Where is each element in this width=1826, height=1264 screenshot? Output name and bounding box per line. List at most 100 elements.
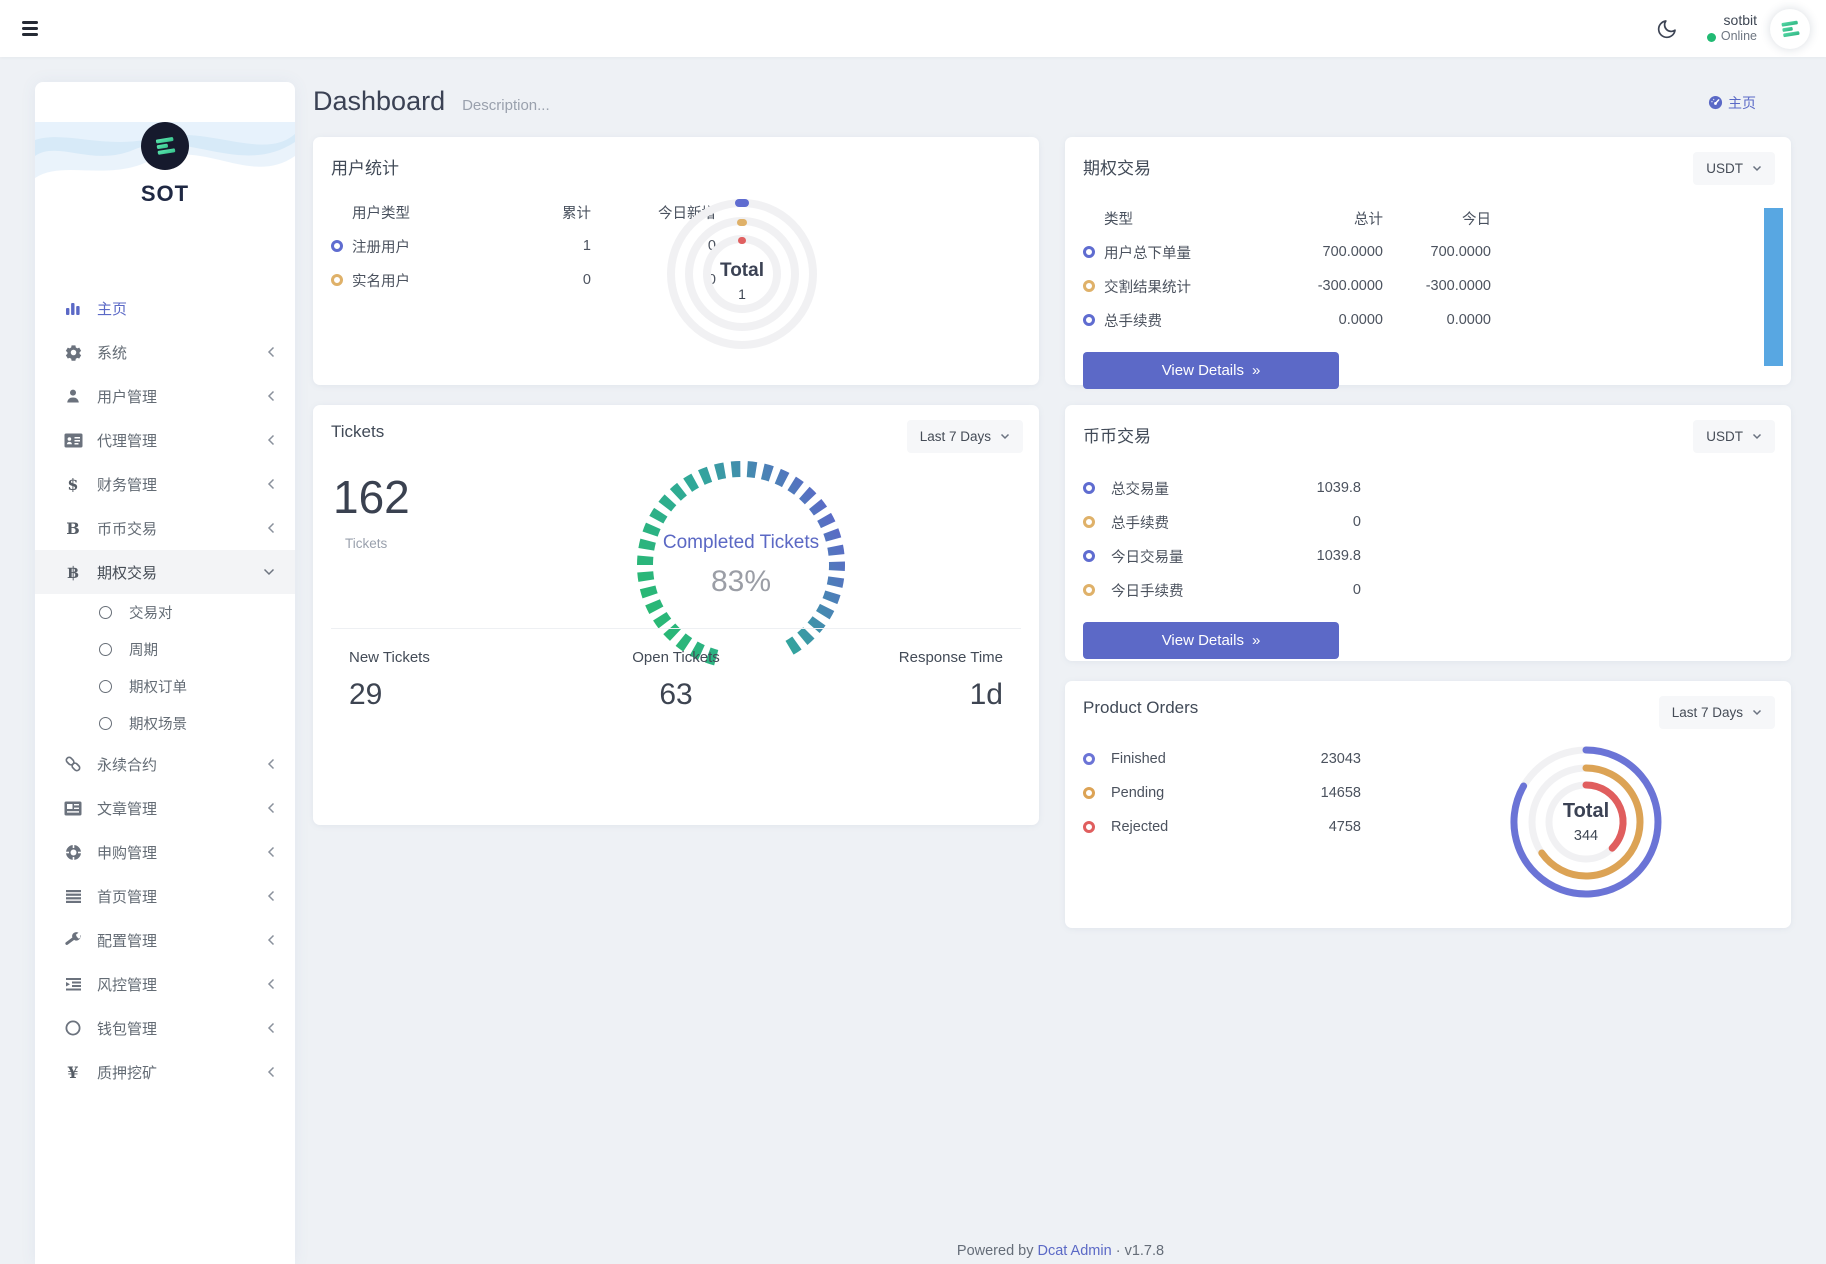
options-view-details-button[interactable]: View Details » [1083,352,1339,389]
row-label: 总交易量 [1111,481,1169,498]
sidebar-item-home[interactable]: 主页 [35,286,295,330]
dcat-admin-link[interactable]: Dcat Admin [1037,1243,1112,1259]
ring-marker-icon [735,199,749,207]
footer-version: v1.7.8 [1124,1243,1165,1259]
row-label: Rejected [1111,819,1169,835]
sidebar-item-system[interactable]: 系统 [35,330,295,374]
sidebar-item-label: 文章管理 [97,800,158,818]
sidebar-item-label: 钱包管理 [97,1020,158,1038]
stat-label: Response Time [898,649,1003,666]
row-label: 注册用户 [352,239,410,256]
orders-range-dropdown[interactable]: Last 7 Days [1658,696,1775,729]
currency-value: USDT [1706,161,1743,176]
chevron-left-icon [267,934,275,946]
yen-icon: ¥ [67,1062,79,1082]
circle-icon [99,717,112,730]
row-label: 交割结果统计 [1104,279,1191,296]
card-title: 期权交易 [1083,159,1151,178]
circle-icon [99,606,112,619]
chart-center-value: 1 [738,286,746,302]
chevron-left-icon [267,390,275,402]
page-title: Dashboard [313,86,446,116]
sidebar-item-finance[interactable]: $ 财务管理 [35,462,295,506]
user-icon [62,388,84,404]
column-header: 类型 [1104,211,1133,228]
breadcrumb[interactable]: 主页 [1708,93,1756,113]
gauge-icon [1708,95,1723,110]
sidebar-item-label: 币币交易 [97,520,158,538]
sidebar-item-articles[interactable]: 文章管理 [35,786,295,830]
series-dot-icon [1083,584,1095,597]
sidebar-subitem-trading-pairs[interactable]: 交易对 [35,594,295,631]
column-header: 用户类型 [352,205,410,222]
tickets-range-dropdown[interactable]: Last 7 Days [906,420,1023,453]
row-label: 实名用户 [352,273,410,290]
chart-center-value: 344 [1573,828,1599,844]
row-value: 1 [582,238,591,254]
sidebar-item-users[interactable]: 用户管理 [35,374,295,418]
chevron-left-icon [267,978,275,990]
sidebar-item-label: 配置管理 [97,932,158,950]
coin-view-details-button[interactable]: View Details » [1083,622,1339,659]
sidebar-subitem-periods[interactable]: 周期 [35,631,295,668]
sidebar-item-staking[interactable]: ¥ 质押挖矿 [35,1050,295,1094]
row-value: -300.0000 [1317,278,1383,294]
series-dot-icon [1083,516,1095,529]
chevron-left-icon [267,1022,275,1034]
row-value: 1039.8 [1316,548,1361,564]
sidebar-subitem-option-orders[interactable]: 期权订单 [35,668,295,705]
ticket-stat: New Tickets 29 [349,629,567,734]
series-dot-icon [1083,280,1095,292]
menu-toggle-icon[interactable] [18,14,42,44]
sidebar-item-wallet[interactable]: 钱包管理 [35,1006,295,1050]
sidebar-item-options-trade[interactable]: ฿ 期权交易 [35,550,295,594]
row-value: 1039.8 [1316,480,1361,496]
sidebar-subitem-label: 期权订单 [129,680,187,696]
row-value: 23043 [1320,751,1361,767]
sidebar-subitem-label: 期权场景 [129,717,187,733]
user-menu[interactable]: sotbit Online [1706,12,1757,45]
user-status: Online [1720,29,1757,44]
brand-logo-icon [155,137,176,155]
sidebar-item-agents[interactable]: 代理管理 [35,418,295,462]
chevron-left-icon [267,890,275,902]
avatar[interactable] [1770,8,1810,49]
sidebar-item-subscription[interactable]: 申购管理 [35,830,295,874]
completed-tickets-chart: Completed Tickets 83% [626,450,856,680]
donut-label: Completed Tickets [662,531,820,553]
sidebar-item-label: 主页 [97,300,128,318]
card-title: Product Orders [1083,698,1199,717]
currency-value: USDT [1706,429,1743,444]
series-dot-icon [1083,550,1095,563]
dark-mode-moon-icon[interactable] [1655,17,1679,41]
sidebar-item-risk[interactable]: 风控管理 [35,962,295,1006]
coin-currency-dropdown[interactable]: USDT [1693,420,1775,453]
sidebar-item-label: 系统 [97,344,128,362]
series-dot-icon [1083,787,1095,800]
sidebar-item-coin-trade[interactable]: B 币币交易 [35,506,295,550]
row-value: 0.0000 [1446,312,1491,328]
sidebar-item-label: 永续合约 [97,756,158,774]
stat-row: 总交易量 1039.8 [1083,471,1773,505]
chevron-down-icon [1752,433,1762,440]
series-dot-icon [1083,753,1095,766]
sidebar-subitem-option-scenes[interactable]: 期权场景 [35,705,295,742]
chevron-down-icon [1000,433,1010,440]
circle-icon [62,1020,84,1036]
sidebar-item-perpetual[interactable]: 永续合约 [35,742,295,786]
coin-trading-card: 币币交易 USDT 总交易量 1039.8 总手续费 0 今日交易量 1039.8 今日手续… [1065,405,1791,661]
chevron-left-icon [267,434,275,446]
column-header: 累计 [562,205,591,222]
sidebar-header: SOT [35,122,295,272]
table-row: 总手续费 0.0000 0.0000 [1083,303,1773,337]
sidebar-item-homepage[interactable]: 首页管理 [35,874,295,918]
sidebar: SOT 主页系统用户管理 代理管理 $ 财务管理 B 币币交易 ฿ 期权交易 交易对 周期期权订单… [35,82,295,1264]
circle-icon [99,680,112,693]
stat-row: Rejected 4758 [1083,810,1773,844]
product-orders-radial-chart: Total 344 [1501,737,1671,907]
range-value: Last 7 Days [1671,705,1743,720]
options-currency-dropdown[interactable]: USDT [1693,152,1775,185]
letter-b-icon: B [66,518,80,538]
sidebar-item-config[interactable]: 配置管理 [35,918,295,962]
row-value: 0 [1352,514,1361,530]
